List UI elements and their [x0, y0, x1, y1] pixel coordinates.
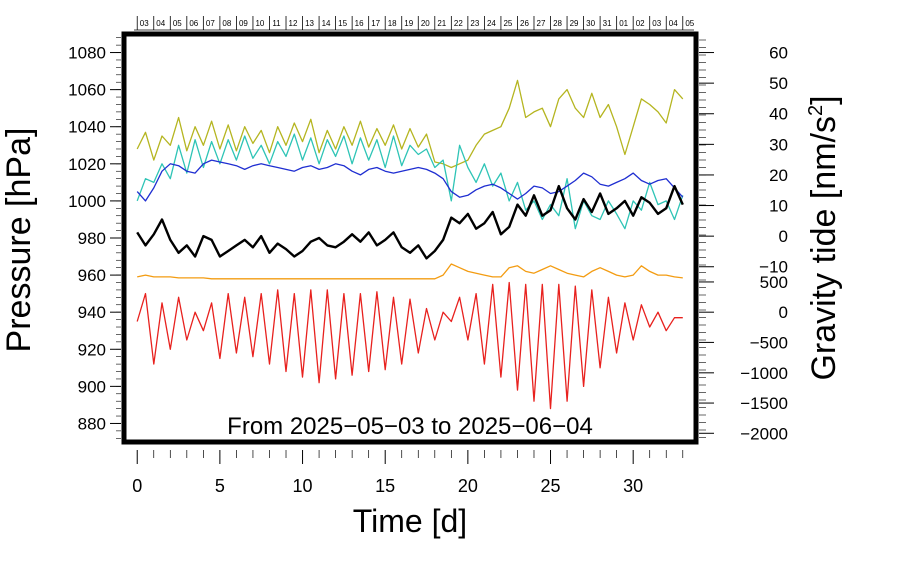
date-tick-label: 01	[619, 19, 628, 28]
left-tick-label: 940	[78, 303, 106, 322]
right-axis-title-base: Gravity tide [nm/s	[805, 116, 843, 381]
right-lower-tick-label: 500	[760, 273, 788, 292]
date-tick-label: 03	[652, 19, 661, 28]
left-axis-title: Pressure [hPa]	[0, 128, 38, 353]
x-tick-label: 15	[375, 476, 395, 496]
x-tick-label: 10	[293, 476, 313, 496]
date-tick-label: 08	[222, 19, 231, 28]
date-tick-label: 26	[520, 19, 529, 28]
right-axis: −10 0 10 20 30 40 50 60 −2000 −1500 −1000 −500 0 500	[699, 39, 788, 443]
left-tick-label: 1040	[68, 118, 106, 137]
date-tick-label: 30	[586, 19, 595, 28]
date-tick-label: 24	[487, 19, 496, 28]
x-tick-label: 25	[541, 476, 561, 496]
series-line-6	[136, 281, 683, 410]
date-tick-label: 28	[553, 19, 562, 28]
left-tick-label: 900	[78, 377, 106, 396]
series-line-4	[136, 184, 684, 260]
date-tick-label: 17	[371, 19, 380, 28]
date-tick-label: 10	[255, 19, 264, 28]
date-tick-label: 13	[305, 19, 314, 28]
date-tick-label: 04	[669, 19, 678, 28]
bottom-axis: 0 5 10 15 20 25 30	[132, 450, 684, 496]
left-tick-label: 920	[78, 340, 106, 359]
date-tick-label: 15	[338, 19, 347, 28]
date-tick-label: 14	[322, 19, 331, 28]
series-line-2	[136, 133, 684, 230]
series-layer	[136, 79, 684, 410]
x-tick-label: 5	[215, 476, 225, 496]
date-tick-label: 22	[454, 19, 463, 28]
x-tick-label: 20	[458, 476, 478, 496]
right-upper-tick-label: 0	[779, 227, 788, 246]
date-tick-label: 11	[272, 19, 281, 28]
x-tick-label: 0	[132, 476, 142, 496]
right-axis-title-tail: ]	[805, 95, 843, 104]
left-axis: 880 900 920 940 960 980 1000 1020 1040 1060 1080	[68, 37, 121, 439]
date-tick-label: 27	[537, 19, 546, 28]
date-tick-strip: 03 04 05 06 07 08 09 10 11 12 13 14 15 16 17 18 19 20 21 22…	[134, 16, 695, 31]
right-upper-tick-label: 30	[769, 135, 788, 154]
date-tick-label: 02	[636, 19, 645, 28]
left-tick-label: 880	[78, 414, 106, 433]
annotation-date-range: From 2025−05−03 to 2025−06−04	[227, 413, 593, 440]
date-tick-label: 21	[437, 19, 446, 28]
right-upper-tick-label: 50	[769, 74, 788, 93]
right-axis-title-superscript: 2	[805, 105, 827, 116]
date-tick-label: 20	[421, 19, 430, 28]
x-tick-label: 30	[623, 476, 643, 496]
date-tick-label: 18	[388, 19, 397, 28]
date-tick-label: 23	[470, 19, 479, 28]
right-axis-title: Gravity tide [nm/s2]	[805, 95, 843, 380]
left-tick-label: 1080	[68, 44, 106, 63]
left-tick-label: 960	[78, 266, 106, 285]
series-line-5	[137, 263, 683, 280]
series-line-3	[136, 159, 684, 202]
right-lower-tick-label: −500	[750, 333, 788, 352]
left-tick-label: 1060	[68, 81, 106, 100]
right-lower-tick-label: −2000	[740, 424, 788, 443]
right-upper-tick-label: −10	[759, 258, 788, 277]
plot-frame	[121, 31, 699, 445]
right-upper-tick-label: 20	[769, 166, 788, 185]
right-upper-tick-label: 10	[769, 197, 788, 216]
date-tick-label: 05	[685, 19, 694, 28]
left-tick-label: 1000	[68, 192, 106, 211]
date-tick-label: 04	[156, 19, 165, 28]
date-tick-label: 03	[140, 19, 149, 28]
date-tick-label: 29	[570, 19, 579, 28]
date-tick-label: 16	[355, 19, 364, 28]
date-tick-label: 09	[239, 19, 248, 28]
date-tick-label: 25	[503, 19, 512, 28]
x-axis-title: Time [d]	[353, 503, 467, 539]
date-tick-label: 05	[173, 19, 182, 28]
right-upper-tick-label: 40	[769, 105, 788, 124]
right-lower-tick-label: 0	[779, 303, 788, 322]
left-tick-label: 1020	[68, 155, 106, 174]
right-upper-tick-label: 60	[769, 44, 788, 63]
right-lower-tick-label: −1500	[740, 394, 788, 413]
date-tick-label: 06	[189, 19, 198, 28]
date-tick-label: 31	[603, 19, 612, 28]
date-tick-label: 12	[289, 19, 298, 28]
series-line-1	[136, 79, 684, 169]
date-tick-label: 07	[206, 19, 215, 28]
right-lower-tick-label: −1000	[740, 364, 788, 383]
left-tick-label: 980	[78, 229, 106, 248]
date-tick-label: 19	[404, 19, 413, 28]
